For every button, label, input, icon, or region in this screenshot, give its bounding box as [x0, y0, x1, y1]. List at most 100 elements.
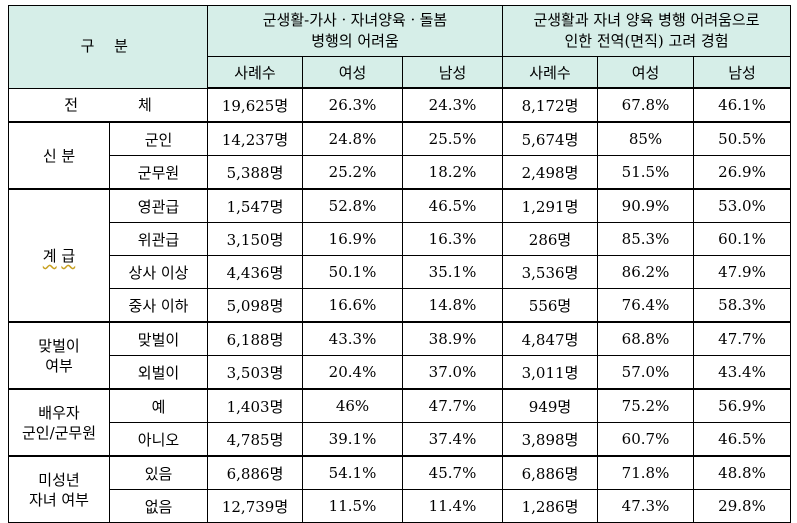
table-header: 구 분 군생활-가사ㆍ자녀양육ㆍ돌봄 병행의 어려움 군생활과 자녀 양육 병행…: [8, 5, 791, 89]
cell-male-2: 48.8%: [693, 455, 791, 490]
cell-male-1: 24.3%: [402, 87, 503, 123]
col-male-2: 남성: [693, 56, 791, 89]
cell-count-1: 3,150명: [207, 222, 303, 256]
row-group-rank: 계 급: [8, 188, 110, 323]
row-label: 군인: [109, 121, 208, 156]
table-row: 군무원 5,388명 25.2% 18.2% 2,498명 51.5% 26.9…: [9, 155, 791, 190]
cell-female-2: 90.9%: [597, 188, 694, 223]
cell-male-1: 35.1%: [402, 255, 503, 289]
row-label: 상사 이상: [109, 255, 208, 289]
cell-male-1: 46.5%: [402, 188, 503, 223]
cell-male-1: 16.3%: [402, 222, 503, 256]
cell-male-2: 50.5%: [693, 121, 791, 156]
cell-male-2: 29.8%: [693, 489, 791, 523]
cell-count-1: 5,388명: [207, 155, 303, 190]
row-label: 없음: [109, 489, 208, 523]
table-container: 구 분 군생활-가사ㆍ자녀양육ㆍ돌봄 병행의 어려움 군생활과 자녀 양육 병행…: [8, 5, 791, 523]
cell-male-2: 53.0%: [693, 188, 791, 223]
cell-male-1: 37.4%: [402, 422, 503, 457]
cell-female-2: 75.2%: [597, 388, 694, 423]
cell-count-2: 2,498명: [502, 155, 598, 190]
cell-count-1: 14,237명: [207, 121, 303, 156]
cell-male-1: 45.7%: [402, 455, 503, 490]
cell-female-2: 51.5%: [597, 155, 694, 190]
cell-count-2: 3,898명: [502, 422, 598, 457]
row-label: 외벌이: [109, 355, 208, 390]
cell-count-1: 4,436명: [207, 255, 303, 289]
row-label: 군무원: [109, 155, 208, 190]
cell-female-1: 24.8%: [302, 121, 403, 156]
row-label: 영관급: [109, 188, 208, 223]
table-row: 외벌이 3,503명 20.4% 37.0% 3,011명 57.0% 43.4…: [9, 355, 791, 390]
cell-female-1: 26.3%: [302, 87, 403, 123]
row-label: 아니오: [109, 422, 208, 457]
cell-female-1: 46%: [302, 388, 403, 423]
cell-male-2: 56.9%: [693, 388, 791, 423]
cell-male-2: 47.7%: [693, 321, 791, 356]
cell-count-2: 556명: [502, 288, 598, 323]
cell-count-2: 949명: [502, 388, 598, 423]
col-female-1: 여성: [302, 56, 403, 89]
col-count-1: 사례수: [207, 56, 303, 89]
cell-count-2: 5,674명: [502, 121, 598, 156]
table-row: 중사 이하 5,098명 16.6% 14.8% 556명 76.4% 58.3…: [9, 288, 791, 323]
cell-count-2: 4,847명: [502, 321, 598, 356]
cell-female-2: 57.0%: [597, 355, 694, 390]
cell-count-1: 4,785명: [207, 422, 303, 457]
cell-female-1: 16.6%: [302, 288, 403, 323]
table-row: 위관급 3,150명 16.9% 16.3% 286명 85.3% 60.1%: [9, 222, 791, 256]
row-group-spouse: 배우자 군인/군무원: [8, 388, 110, 457]
cell-count-2: 1,286명: [502, 489, 598, 523]
cell-male-1: 38.9%: [402, 321, 503, 356]
row-group-minor-children: 미성년 자녀 여부: [8, 455, 110, 523]
cell-female-2: 85%: [597, 121, 694, 156]
cell-female-2: 60.7%: [597, 422, 694, 457]
col-count-2: 사례수: [502, 56, 598, 89]
cell-count-1: 6,188명: [207, 321, 303, 356]
cell-count-1: 1,547명: [207, 188, 303, 223]
cell-count-2: 286명: [502, 222, 598, 256]
row-label: 있음: [109, 455, 208, 490]
cell-female-2: 67.8%: [597, 87, 694, 123]
cell-male-2: 46.1%: [693, 87, 791, 123]
survey-table: 구 분 군생활-가사ㆍ자녀양육ㆍ돌봄 병행의 어려움 군생활과 자녀 양육 병행…: [8, 5, 791, 523]
cell-female-2: 47.3%: [597, 489, 694, 523]
cell-female-2: 85.3%: [597, 222, 694, 256]
cell-female-1: 25.2%: [302, 155, 403, 190]
row-label: 위관급: [109, 222, 208, 256]
col-male-1: 남성: [402, 56, 503, 89]
table-row: 상사 이상 4,436명 50.1% 35.1% 3,536명 86.2% 47…: [9, 255, 791, 289]
cell-count-2: 1,291명: [502, 188, 598, 223]
row-label: 예: [109, 388, 208, 423]
cell-male-1: 14.8%: [402, 288, 503, 323]
group1-header-line1: 군생활-가사ㆍ자녀양육ㆍ돌봄: [262, 11, 448, 29]
cell-female-1: 52.8%: [302, 188, 403, 223]
group2-header: 군생활과 자녀 양육 병행 어려움으로 인한 전역(면직) 고려 경험: [502, 5, 791, 57]
cell-female-1: 50.1%: [302, 255, 403, 289]
cell-female-2: 71.8%: [597, 455, 694, 490]
cell-female-1: 16.9%: [302, 222, 403, 256]
cell-female-1: 54.1%: [302, 455, 403, 490]
table-row: 없음 12,739명 11.5% 11.4% 1,286명 47.3% 29.8…: [9, 489, 791, 523]
table-row: 맞벌이 여부 맞벌이 6,188명 43.3% 38.9% 4,847명 68.8…: [8, 321, 791, 390]
category-header: 구 분: [8, 5, 208, 89]
table-row: 계 급 영관급 1,547명 52.8% 46.5% 1,291명 90.9% …: [8, 188, 791, 323]
cell-male-1: 25.5%: [402, 121, 503, 156]
cell-count-1: 6,886명: [207, 455, 303, 490]
table-row: 신 분 군인 14,237명 24.8% 25.5% 5,674명 85% 50…: [8, 121, 791, 190]
cell-male-2: 47.9%: [693, 255, 791, 289]
cell-female-2: 68.8%: [597, 321, 694, 356]
cell-count-2: 6,886명: [502, 455, 598, 490]
group1-header-line2: 병행의 어려움: [311, 32, 399, 50]
cell-female-1: 43.3%: [302, 321, 403, 356]
cell-male-1: 18.2%: [402, 155, 503, 190]
cell-count-2: 3,011명: [502, 355, 598, 390]
cell-male-1: 37.0%: [402, 355, 503, 390]
cell-female-1: 20.4%: [302, 355, 403, 390]
cell-male-2: 60.1%: [693, 222, 791, 256]
cell-male-2: 58.3%: [693, 288, 791, 323]
cell-male-1: 11.4%: [402, 489, 503, 523]
cell-count-1: 1,403명: [207, 388, 303, 423]
col-female-2: 여성: [597, 56, 694, 89]
